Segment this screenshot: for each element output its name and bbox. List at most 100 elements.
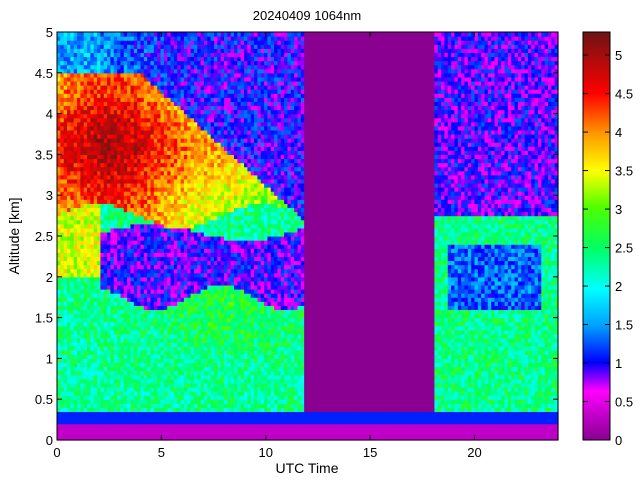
- heatmap-cell: [100, 276, 105, 282]
- heatmap-cell: [70, 48, 75, 53]
- heatmap-cell: [73, 146, 78, 151]
- heatmap-cell: [117, 207, 122, 213]
- heatmap-cell: [117, 419, 122, 425]
- heatmap-cell: [127, 338, 132, 343]
- heatmap-cell: [60, 170, 65, 176]
- heatmap-cell: [93, 64, 98, 70]
- heatmap-cell: [63, 382, 68, 388]
- heatmap-cell: [87, 329, 91, 335]
- heatmap-cell: [123, 244, 128, 249]
- heatmap-cell: [103, 244, 108, 249]
- heatmap-cell: [107, 309, 112, 315]
- heatmap-cell: [127, 203, 132, 209]
- heatmap-cell: [67, 342, 71, 347]
- heatmap-cell: [57, 44, 61, 49]
- heatmap-cell: [90, 105, 95, 111]
- heatmap-cell: [127, 191, 132, 196]
- heatmap-cell: [97, 117, 102, 123]
- heatmap-cell: [67, 170, 71, 176]
- heatmap-cell: [97, 284, 102, 290]
- heatmap-cell: [113, 203, 118, 209]
- heatmap-cell: [60, 187, 65, 192]
- heatmap-cell: [107, 211, 112, 217]
- heatmap-cell: [127, 109, 132, 115]
- heatmap-cell: [90, 85, 95, 90]
- heatmap-cell: [83, 346, 88, 351]
- heatmap-cell: [123, 215, 128, 221]
- heatmap-cell: [60, 121, 65, 127]
- heatmap-cell: [60, 174, 65, 180]
- heatmap-cell: [97, 407, 102, 413]
- heatmap-cell: [93, 358, 98, 364]
- heatmap-cell: [97, 252, 102, 257]
- heatmap-cell: [67, 427, 71, 433]
- heatmap-cell: [123, 289, 128, 294]
- heatmap-cell: [73, 125, 78, 131]
- heatmap-cell: [63, 268, 68, 274]
- heatmap-cell: [83, 276, 88, 282]
- heatmap-cell: [120, 109, 125, 115]
- heatmap-cell: [110, 150, 115, 155]
- heatmap-cell: [57, 178, 61, 184]
- heatmap-cell: [93, 342, 98, 347]
- heatmap-cell: [123, 93, 128, 98]
- heatmap-cell: [110, 89, 115, 94]
- heatmap-cell: [73, 403, 78, 408]
- heatmap-cell: [97, 289, 102, 294]
- heatmap-cell: [93, 362, 98, 368]
- heatmap-cell: [77, 248, 81, 253]
- heatmap-cell: [70, 350, 75, 355]
- heatmap-cell: [100, 68, 105, 74]
- heatmap-cell: [113, 374, 118, 380]
- heatmap-cell: [103, 125, 108, 131]
- heatmap-cell: [107, 317, 112, 323]
- heatmap-cell: [90, 134, 95, 139]
- heatmap-cell: [77, 64, 81, 70]
- heatmap-cell: [60, 60, 65, 66]
- heatmap-cell: [110, 182, 115, 188]
- heatmap-cell: [93, 366, 98, 372]
- heatmap-cell: [127, 187, 132, 192]
- heatmap-cell: [110, 313, 115, 319]
- heatmap-cell: [107, 244, 112, 249]
- heatmap-cell: [63, 399, 68, 404]
- heatmap-cell: [77, 301, 81, 306]
- heatmap-cell: [123, 419, 128, 425]
- heatmap-cell: [117, 48, 122, 53]
- heatmap-cell: [100, 427, 105, 433]
- heatmap-cell: [123, 231, 128, 237]
- heatmap-cell: [67, 386, 71, 392]
- heatmap-cell: [127, 60, 132, 66]
- heatmap-cell: [107, 146, 112, 151]
- heatmap-cell: [90, 227, 95, 233]
- heatmap-cell: [87, 195, 91, 200]
- heatmap-cell: [70, 219, 75, 225]
- heatmap-cell: [123, 97, 128, 102]
- heatmap-cell: [107, 101, 112, 107]
- heatmap-cell: [113, 256, 118, 262]
- heatmap-cell: [70, 395, 75, 400]
- heatmap-cell: [123, 411, 128, 417]
- heatmap-cell: [93, 325, 98, 331]
- heatmap-cell: [107, 280, 112, 286]
- heatmap-cell: [83, 97, 88, 102]
- heatmap-cell: [67, 362, 71, 368]
- heatmap-cell: [113, 378, 118, 384]
- heatmap-cell: [97, 227, 102, 233]
- heatmap-cell: [120, 207, 125, 213]
- heatmap-cell: [80, 60, 85, 66]
- heatmap-cell: [80, 252, 85, 257]
- heatmap-cell: [63, 162, 68, 168]
- heatmap-cell: [57, 109, 61, 115]
- heatmap-cell: [87, 427, 91, 433]
- heatmap-cell: [97, 329, 102, 335]
- heatmap-cell: [100, 248, 105, 253]
- heatmap-cell: [100, 293, 105, 298]
- heatmap-cell: [117, 386, 122, 392]
- heatmap-cell: [57, 60, 61, 66]
- heatmap-cell: [100, 64, 105, 70]
- heatmap-cell: [120, 113, 125, 119]
- heatmap-cell: [123, 68, 128, 74]
- heatmap-cell: [100, 280, 105, 286]
- heatmap-cell: [100, 134, 105, 139]
